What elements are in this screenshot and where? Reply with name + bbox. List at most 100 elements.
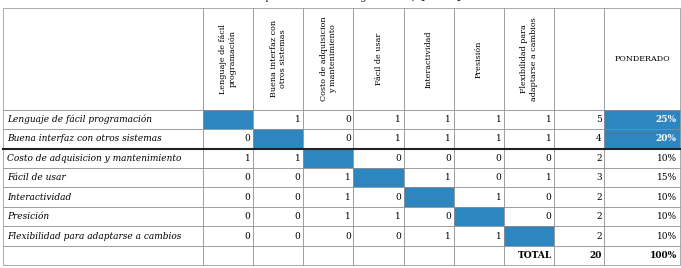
Text: 20%: 20% <box>656 134 677 143</box>
Bar <box>203 110 253 129</box>
Bar <box>454 226 504 246</box>
Bar <box>604 8 680 110</box>
Bar <box>554 188 604 207</box>
Text: 20: 20 <box>589 251 601 260</box>
Text: 0: 0 <box>395 154 401 163</box>
Text: 1: 1 <box>496 193 501 202</box>
Text: 4: 4 <box>596 134 601 143</box>
Text: 0: 0 <box>295 212 300 221</box>
Bar <box>404 188 454 207</box>
Bar <box>454 246 504 265</box>
Text: 0: 0 <box>295 232 300 241</box>
Bar <box>203 207 253 226</box>
Text: 0: 0 <box>295 193 300 202</box>
Bar <box>3 226 203 246</box>
Bar <box>554 168 604 188</box>
Bar <box>504 129 554 148</box>
Text: 0: 0 <box>244 173 251 182</box>
Text: 1: 1 <box>395 134 401 143</box>
Bar <box>3 188 203 207</box>
Text: Interactividad: Interactividad <box>425 30 432 88</box>
Text: 1: 1 <box>295 154 300 163</box>
Text: 0: 0 <box>244 193 251 202</box>
Bar <box>253 226 303 246</box>
Text: 0: 0 <box>244 134 251 143</box>
Bar <box>404 129 454 148</box>
Text: Lenguaje de fácil
programación: Lenguaje de fácil programación <box>219 24 236 94</box>
Bar <box>353 110 404 129</box>
Text: Flexibilidad para adaptarse a cambios: Flexibilidad para adaptarse a cambios <box>7 232 181 241</box>
Text: 0: 0 <box>395 232 401 241</box>
Text: 0: 0 <box>545 212 552 221</box>
Text: 0: 0 <box>244 212 251 221</box>
Bar <box>203 148 253 168</box>
Bar <box>203 129 253 148</box>
Bar <box>303 110 353 129</box>
Bar <box>3 8 203 110</box>
Bar <box>604 207 680 226</box>
Bar <box>353 188 404 207</box>
Text: 1: 1 <box>445 173 451 182</box>
Bar <box>454 168 504 188</box>
Text: Fácil de usar: Fácil de usar <box>375 33 383 85</box>
Bar <box>203 8 253 110</box>
Bar <box>253 188 303 207</box>
Bar <box>504 168 554 188</box>
Text: 1: 1 <box>445 115 451 124</box>
Text: Costo de adquisicion
y mantenimiento: Costo de adquisicion y mantenimiento <box>320 17 337 101</box>
Text: 1: 1 <box>445 134 451 143</box>
Text: 0: 0 <box>496 173 501 182</box>
Text: Presisión: Presisión <box>475 40 483 77</box>
Text: 2: 2 <box>596 193 601 202</box>
Text: 1: 1 <box>395 212 401 221</box>
Text: 0: 0 <box>345 115 351 124</box>
Bar <box>303 246 353 265</box>
Text: 0: 0 <box>445 212 451 221</box>
Text: Flexibilidad para
adaptarse a cambios: Flexibilidad para adaptarse a cambios <box>520 17 538 101</box>
Bar <box>353 8 404 110</box>
Bar <box>404 226 454 246</box>
Bar <box>554 129 604 148</box>
Bar <box>303 148 353 168</box>
Bar <box>454 129 504 148</box>
Text: 0: 0 <box>395 193 401 202</box>
Text: 5: 5 <box>596 115 601 124</box>
Bar <box>504 246 554 265</box>
Text: 2: 2 <box>596 154 601 163</box>
Text: 10%: 10% <box>656 154 677 163</box>
Bar <box>604 226 680 246</box>
Bar <box>554 226 604 246</box>
Bar <box>253 168 303 188</box>
Text: TOTAL: TOTAL <box>518 251 552 260</box>
Bar <box>404 168 454 188</box>
Bar <box>253 148 303 168</box>
Bar <box>353 148 404 168</box>
Text: 3: 3 <box>596 173 601 182</box>
Bar <box>454 207 504 226</box>
Text: 15%: 15% <box>656 173 677 182</box>
Text: 10%: 10% <box>656 193 677 202</box>
Text: 0: 0 <box>545 154 552 163</box>
Bar <box>504 148 554 168</box>
Bar <box>303 168 353 188</box>
Text: 1: 1 <box>345 212 351 221</box>
Text: 1: 1 <box>496 134 501 143</box>
Text: 2: 2 <box>596 232 601 241</box>
Text: 1: 1 <box>345 173 351 182</box>
Text: Presición: Presición <box>7 212 49 221</box>
Bar <box>253 110 303 129</box>
Bar <box>604 188 680 207</box>
Text: 0: 0 <box>545 193 552 202</box>
Text: 1: 1 <box>545 115 552 124</box>
Bar <box>454 188 504 207</box>
Text: 1: 1 <box>496 232 501 241</box>
Bar <box>303 207 353 226</box>
Bar <box>253 246 303 265</box>
Text: 1: 1 <box>545 173 552 182</box>
Bar <box>3 246 203 265</box>
Bar <box>604 129 680 148</box>
Text: 1: 1 <box>496 115 501 124</box>
Bar <box>554 207 604 226</box>
Bar <box>604 148 680 168</box>
Bar <box>504 110 554 129</box>
